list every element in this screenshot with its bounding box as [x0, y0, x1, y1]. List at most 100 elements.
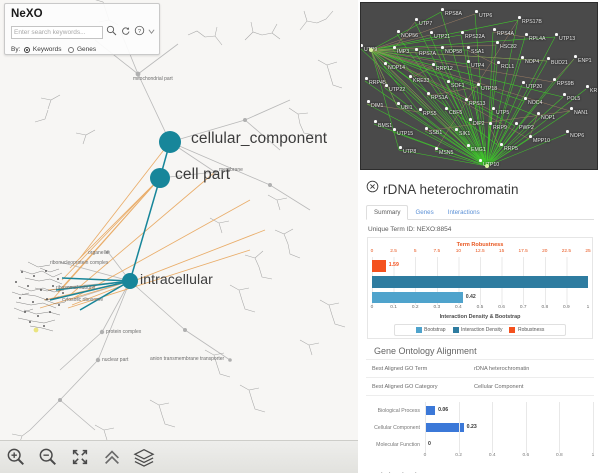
radio-genes-icon[interactable] [68, 46, 75, 53]
gene-label[interactable]: POL5 [567, 96, 581, 102]
gene-label[interactable]: ENP1 [578, 58, 592, 64]
gene-node[interactable] [563, 93, 566, 96]
refresh-icon[interactable] [120, 23, 131, 41]
gene-node[interactable] [365, 77, 368, 80]
gene-node[interactable] [447, 80, 450, 83]
gene-node[interactable] [553, 78, 556, 81]
gene-node[interactable] [525, 33, 528, 36]
gene-node[interactable] [521, 56, 524, 59]
gene-node[interactable] [477, 83, 480, 86]
fit-to-screen-icon[interactable] [64, 442, 96, 472]
gene-node[interactable] [397, 102, 400, 105]
gene-label[interactable]: HSC82 [500, 44, 517, 50]
gene-label[interactable]: RPS13 [469, 101, 486, 107]
gene-node[interactable] [409, 75, 412, 78]
close-circle-icon[interactable] [366, 180, 379, 198]
gene-label[interactable]: RPS5 [423, 111, 437, 117]
tab-genes[interactable]: Genes [415, 209, 434, 216]
gene-node[interactable] [393, 128, 396, 131]
gene-node[interactable] [374, 120, 377, 123]
gene-label[interactable]: RRP45 [369, 80, 386, 86]
gene-node[interactable] [441, 46, 444, 49]
ontology-node-cellular-component[interactable] [159, 131, 181, 153]
chevron-down-icon[interactable] [148, 23, 155, 41]
search-icon[interactable] [106, 23, 117, 41]
gene-label[interactable]: KRE33 [413, 78, 430, 84]
gene-node[interactable] [445, 107, 448, 110]
gene-node[interactable] [425, 127, 428, 130]
gene-label[interactable]: RPS17B [522, 19, 542, 25]
gene-label[interactable]: UBI1 [401, 105, 413, 111]
gene-node[interactable] [524, 97, 527, 100]
zoom-out-icon[interactable] [32, 442, 64, 472]
gene-node[interactable] [570, 107, 573, 110]
gene-node[interactable] [496, 41, 499, 44]
zoom-in-icon[interactable] [0, 442, 32, 472]
gene-label[interactable]: UTP6 [479, 13, 493, 19]
gene-node[interactable] [441, 8, 444, 11]
gene-node[interactable] [497, 61, 500, 64]
gene-node[interactable] [419, 108, 422, 111]
gene-label[interactable]: NOP6 [570, 133, 585, 139]
gene-network-canvas[interactable] [361, 3, 598, 170]
term-details-panel[interactable]: rDNA heterochromatin Summary Genes Inter… [360, 172, 600, 473]
gene-label[interactable]: NAN1 [574, 110, 588, 116]
gene-node[interactable] [399, 146, 402, 149]
gene-label[interactable]: BUD21 [551, 60, 568, 66]
gene-node[interactable] [566, 130, 569, 133]
gene-node[interactable] [430, 31, 433, 34]
gene-label[interactable]: RPL4A [529, 36, 546, 42]
gene-node[interactable] [493, 28, 496, 31]
gene-interaction-network-view[interactable]: RPS8A UTP6 UTP7 RPS17B NOP56 UTP21 RPS22A RPS4A… [360, 2, 598, 170]
gene-label[interactable]: RPS4A [497, 31, 515, 37]
gene-label[interactable]: UTP5 [496, 110, 510, 116]
help-icon[interactable]: ? [134, 23, 145, 41]
gene-label[interactable]: DIM1 [371, 103, 384, 109]
collapse-up-icon[interactable] [96, 442, 128, 472]
gene-label[interactable]: UTP21 [434, 34, 451, 40]
gene-node[interactable] [500, 143, 503, 146]
gene-node[interactable] [415, 48, 418, 51]
gene-label[interactable]: UTP15 [397, 131, 414, 137]
details-tabbar[interactable]: Summary Genes Interactions [366, 205, 594, 220]
gene-label[interactable]: KRI1 [590, 88, 598, 94]
gene-label[interactable]: SOF1 [451, 83, 465, 89]
gene-node[interactable] [529, 135, 532, 138]
search-panel[interactable]: NeXO ? [4, 3, 160, 55]
gene-label[interactable]: NOC4 [528, 100, 543, 106]
gene-label[interactable]: SSA1 [471, 49, 485, 55]
gene-label[interactable]: SSB1 [429, 130, 443, 136]
gene-label[interactable]: CBF5 [449, 110, 463, 116]
gene-label[interactable]: UTP18 [481, 86, 498, 92]
network-toolbar[interactable] [0, 440, 358, 473]
gene-node[interactable] [461, 31, 464, 34]
gene-label[interactable]: NOP1 [541, 115, 556, 121]
gene-node[interactable] [465, 98, 468, 101]
gene-label[interactable]: PWP2 [519, 125, 534, 131]
gene-node[interactable] [475, 10, 478, 13]
gene-label[interactable]: MSN5 [439, 150, 454, 156]
gene-node[interactable] [489, 122, 492, 125]
radio-option-keywords[interactable]: Keywords [24, 46, 61, 53]
gene-label[interactable]: MPP10 [533, 138, 551, 144]
gene-label[interactable]: UTP10 [483, 162, 500, 168]
gene-node[interactable] [361, 44, 363, 47]
gene-label[interactable]: UTP13 [559, 36, 576, 42]
gene-label[interactable]: RRP5 [504, 146, 518, 152]
gene-node[interactable] [384, 62, 387, 65]
gene-node[interactable] [469, 118, 472, 121]
gene-node[interactable] [427, 92, 430, 95]
gene-node[interactable] [467, 46, 470, 49]
tab-summary[interactable]: Summary [366, 205, 409, 220]
gene-label[interactable]: UTP22 [389, 87, 406, 93]
gene-label[interactable]: NOP4 [525, 59, 540, 65]
gene-label[interactable]: UTP7 [419, 21, 433, 27]
gene-node[interactable] [393, 46, 396, 49]
gene-label[interactable]: RCL1 [501, 64, 515, 70]
gene-label[interactable]: RPS22A [465, 34, 485, 40]
tab-interactions[interactable]: Interactions [447, 209, 480, 216]
radio-keywords-icon[interactable] [24, 46, 31, 53]
gene-hub-node[interactable] [369, 48, 373, 52]
ontology-node-intracellular[interactable] [122, 273, 138, 289]
gene-node[interactable] [435, 147, 438, 150]
